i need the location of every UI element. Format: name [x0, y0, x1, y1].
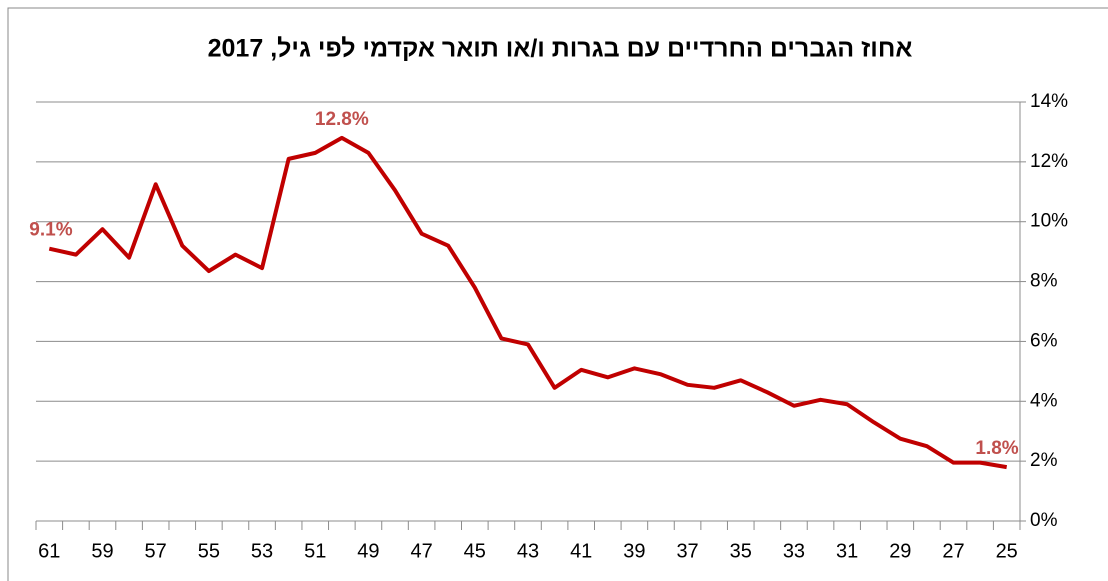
- x-tick-label: 41: [570, 540, 592, 562]
- x-tick-label: 51: [304, 540, 326, 562]
- x-tick-label: 49: [357, 540, 379, 562]
- x-tick-label: 33: [783, 540, 805, 562]
- x-tick-label: 39: [623, 540, 645, 562]
- chart-frame: [7, 7, 1108, 581]
- data-label: 12.8%: [315, 109, 369, 130]
- x-tick-label: 43: [517, 540, 539, 562]
- x-tick-label: 59: [91, 540, 113, 562]
- x-tick-label: 31: [836, 540, 858, 562]
- y-tick-label: 12%: [1030, 151, 1068, 172]
- y-tick-label: 8%: [1030, 271, 1058, 292]
- data-label: 9.1%: [29, 220, 72, 241]
- x-tick-label: 53: [251, 540, 273, 562]
- x-tick-label: 25: [996, 540, 1018, 562]
- y-tick-label: 2%: [1030, 450, 1058, 471]
- y-tick-label: 0%: [1030, 510, 1058, 531]
- x-tick-label: 27: [942, 540, 964, 562]
- x-tick-label: 29: [889, 540, 911, 562]
- x-tick-label: 57: [145, 540, 167, 562]
- x-tick-label: 35: [730, 540, 752, 562]
- y-tick-label: 14%: [1030, 91, 1068, 112]
- y-tick-label: 10%: [1030, 211, 1068, 232]
- x-tick-label: 45: [464, 540, 486, 562]
- x-tick-label: 61: [38, 540, 60, 562]
- chart-title: אחוז הגברים החרדיים עם בגרות ו/או תואר א…: [208, 35, 913, 63]
- x-tick-label: 55: [198, 540, 220, 562]
- data-line: [48, 135, 1008, 470]
- x-tick-label: 47: [410, 540, 432, 562]
- data-label: 1.8%: [975, 438, 1018, 459]
- y-tick-label: 6%: [1030, 330, 1058, 351]
- y-tick-label: 4%: [1030, 390, 1058, 411]
- x-tick-label: 37: [676, 540, 698, 562]
